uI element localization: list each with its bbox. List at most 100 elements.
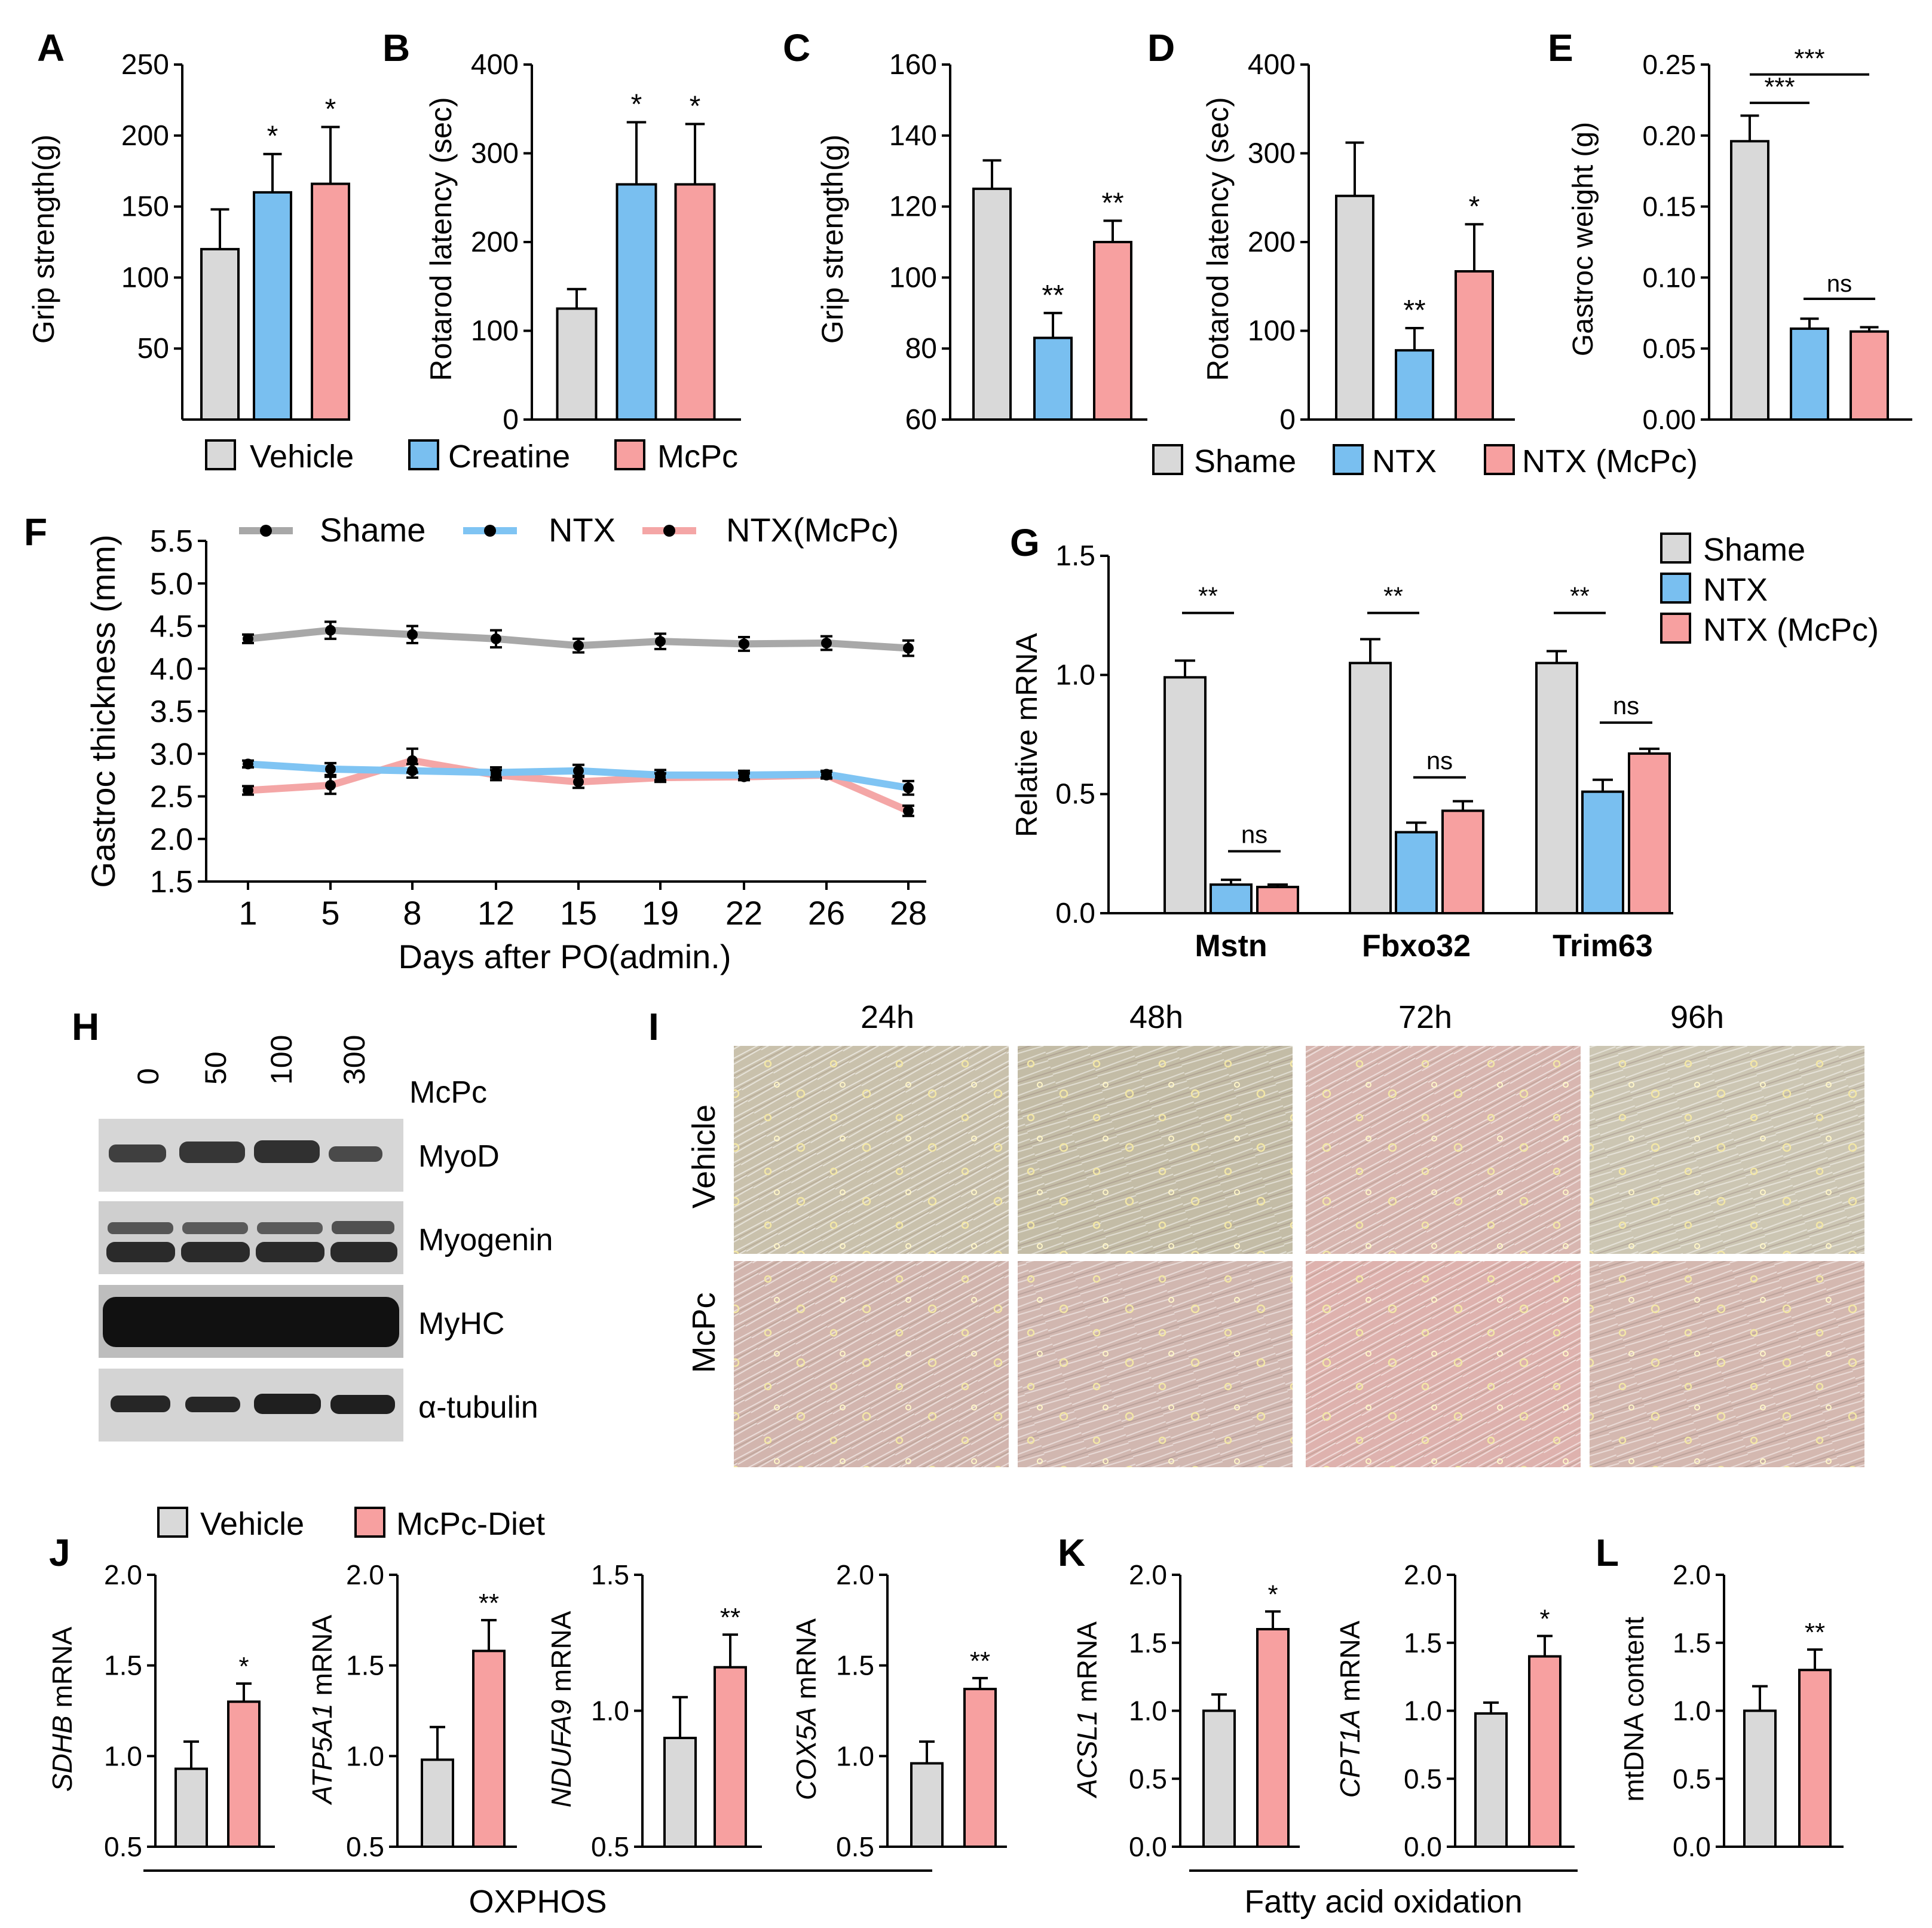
y-tick-label: 1.0 [836, 1740, 874, 1771]
panel-letter-i: I [648, 1005, 659, 1048]
fao-label: Fatty acid oxidation [1244, 1884, 1522, 1920]
bar-trim63-ntx-mcpc- [1628, 752, 1671, 914]
chart-j-sdhb: 0.5 1.0 1.5 2.0 * SDHB mRNA [47, 1559, 275, 1862]
y-tick-label: 1.5 [1404, 1627, 1442, 1658]
y-tick-label: 0 [503, 404, 519, 436]
bar-mcpc-diet [472, 1649, 506, 1848]
significance-label: * [238, 1652, 249, 1681]
y-axis-label: CPT1A mRNA [1334, 1620, 1365, 1798]
legend-g-label-ntx: NTX [1703, 572, 1768, 608]
band-myhc [103, 1297, 399, 1347]
data-point-ntx-mcpc- [243, 785, 253, 796]
y-tick-label: 2.0 [1404, 1559, 1442, 1590]
panel-i-microscopy: 24h 48h 72h 96h Vehicle McPc [686, 999, 1864, 1467]
y-tick-label: 120 [889, 191, 937, 223]
y-tick-label: 80 [905, 333, 937, 365]
band-myogenin-upper-100 [257, 1222, 323, 1234]
y-tick-label: 0.20 [1642, 120, 1696, 151]
legend-label-vehicle: Vehicle [250, 439, 354, 475]
y-tick-label: 1.5 [104, 1650, 142, 1681]
legend-label-creatine: Creatine [448, 439, 570, 475]
bracket-label: *** [1794, 44, 1824, 74]
legend-swatch-ntx-mcpc [1484, 444, 1515, 475]
y-tick-label: 0.5 [1055, 779, 1095, 810]
band-myogenin-lower-0 [106, 1242, 175, 1262]
y-tick-label: 200 [471, 227, 519, 258]
y-tick-label: 2.0 [1129, 1559, 1167, 1590]
y-tick-label: 4.5 [150, 610, 193, 644]
chart-j-cox5a: 0.5 1.0 1.5 2.0 ** COX5A mRNA [791, 1559, 1007, 1862]
legend-f-marker-ntx-mcpc [663, 525, 675, 537]
legend-swatch-shame [1152, 444, 1183, 475]
band-myogenin-lower-300 [330, 1242, 397, 1262]
bar-ntx [1033, 336, 1073, 421]
data-point-shame [903, 642, 914, 654]
y-axis-label: Grip strength(g) [27, 134, 60, 344]
data-point-ntx [573, 765, 584, 776]
bar-vehicle [421, 1758, 454, 1848]
y-tick-label: 0.5 [1404, 1763, 1442, 1794]
data-point-shame [739, 638, 749, 650]
y-axis-label: Grip strength(g) [816, 134, 849, 344]
y-tick-label: 2.0 [1673, 1559, 1711, 1590]
legend-g-swatch-ntx-mcpc [1660, 613, 1691, 644]
data-point-ntx [243, 758, 253, 770]
band-myogenin-upper-50 [182, 1222, 248, 1234]
significance-label: * [325, 94, 336, 126]
bar-fbxo32-shame [1349, 662, 1392, 915]
bracket-label: ** [1383, 582, 1403, 610]
bar-ntx-mcpc- [1850, 330, 1889, 421]
bar-mcpc-diet [1256, 1628, 1290, 1848]
panel-letter-l: L [1596, 1531, 1619, 1574]
y-tick-label: 160 [889, 49, 937, 81]
y-tick-label: 100 [889, 262, 937, 293]
legend-label-shame: Shame [1194, 443, 1296, 479]
y-tick-label: 2.5 [150, 780, 193, 815]
time-24h: 24h [861, 999, 914, 1035]
y-tick-label: 0.5 [1129, 1763, 1167, 1794]
dose-100: 100 [265, 1035, 298, 1085]
y-tick-label: 1.5 [346, 1650, 384, 1681]
band-myod-0 [109, 1144, 166, 1162]
y-tick-label: 300 [1248, 138, 1296, 170]
chart-l-mtdna: 0.0 0.5 1.0 1.5 2.0 ** mtDNA content [1618, 1559, 1844, 1862]
chart-b: 0 100 200 300 400 * * Rotarod latency (sec) [424, 49, 741, 436]
y-tick-label: 1.5 [150, 865, 193, 899]
chart-f: 1.52.02.53.03.54.04.55.05.51 5 8 12 15 19 22 26… [84, 524, 927, 975]
legend-f: Shame NTX NTX(McPc) [239, 511, 899, 549]
y-tick-label: 1.5 [1055, 540, 1095, 572]
data-point-shame [491, 633, 501, 644]
dose-label: McPc [409, 1075, 487, 1110]
bar-vehicle [1743, 1709, 1777, 1848]
y-tick-label: 1.0 [1129, 1696, 1167, 1727]
bar-trim63-shame [1535, 662, 1578, 915]
y-tick-label: 1.0 [346, 1740, 384, 1771]
data-point-shame [655, 636, 666, 647]
bracket-label: ns [1241, 820, 1267, 848]
blot-label-myod: MyoD [418, 1139, 500, 1174]
bracket-label: *** [1764, 72, 1795, 102]
bar-vehicle [174, 1767, 208, 1848]
data-point-shame [821, 638, 832, 648]
time-96h: 96h [1670, 999, 1724, 1035]
bar-creatine [616, 183, 657, 421]
significance-label: ** [970, 1647, 990, 1676]
significance-label: * [690, 90, 701, 122]
y-tick-label: 3.5 [150, 694, 193, 729]
blot-label-alpha-tubulin: α-tubulin [418, 1390, 538, 1425]
y-tick-label: 50 [137, 333, 169, 365]
dose-50: 50 [199, 1051, 232, 1085]
bar-mstn-ntx [1210, 883, 1253, 915]
oxphos-label: OXPHOS [469, 1884, 607, 1920]
panel-letter-c: C [783, 26, 810, 69]
bar-shame [1730, 140, 1769, 421]
x-tick-label: 22 [725, 894, 763, 932]
data-point-shame [325, 625, 336, 636]
bar-mcpc [311, 182, 350, 421]
legend-f-label-ntx: NTX [549, 511, 616, 549]
band-tubulin-50 [185, 1397, 240, 1412]
legend-g: Shame NTX NTX (McPc) [1660, 532, 1879, 648]
bar-mcpc-diet [227, 1700, 261, 1848]
band-myod-100 [254, 1140, 320, 1163]
